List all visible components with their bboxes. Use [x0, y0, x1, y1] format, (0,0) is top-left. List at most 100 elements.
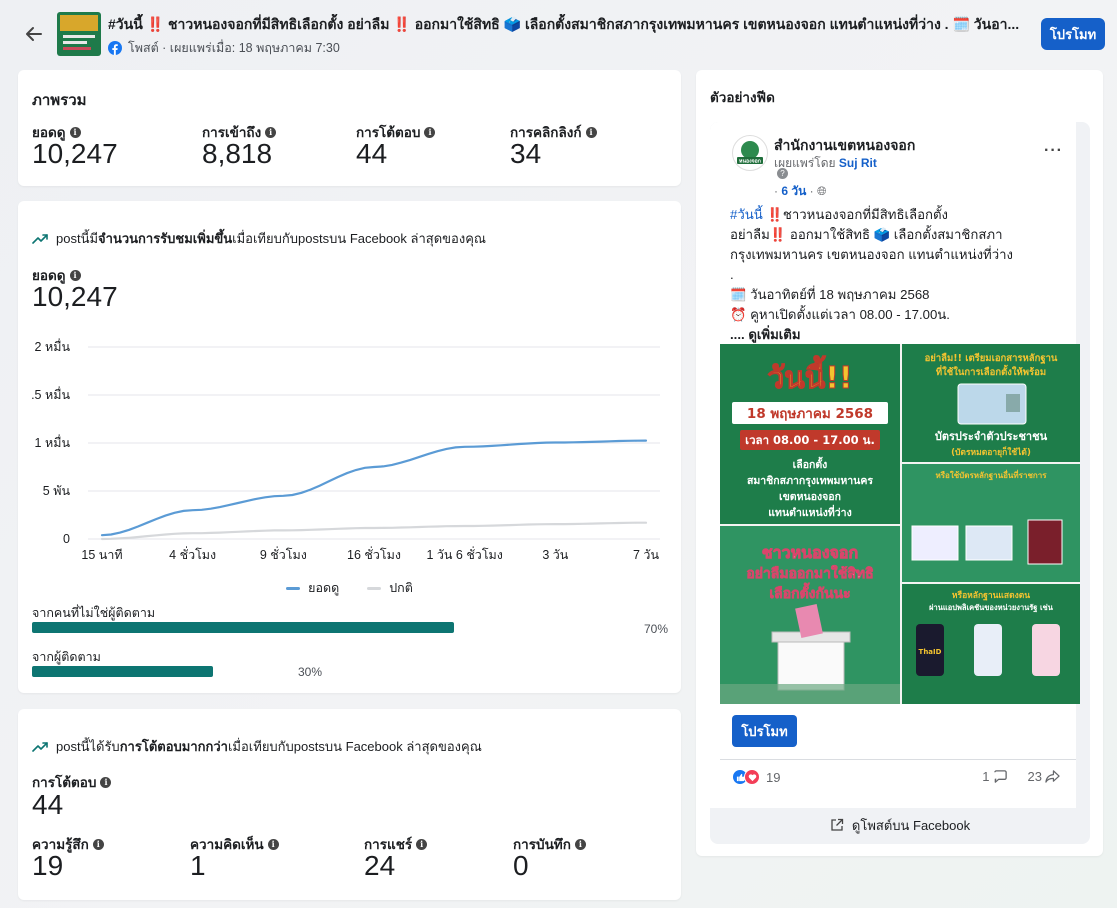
followers-bar: [32, 666, 213, 677]
x-tick-label: 3 วัน: [542, 548, 568, 562]
posted-by-prefix: เผยแพร่โดย: [774, 156, 836, 170]
page-name[interactable]: สำนักงานเขตหนองจอก: [774, 137, 916, 153]
poster-date: 18 พฤษภาคม 2568: [747, 406, 873, 422]
x-tick-label: 7 วัน: [633, 548, 659, 562]
followers-label: จากผู้ติดตาม: [32, 650, 101, 664]
poster-desc: สมาชิกสภากรุงเทพมหานคร: [747, 475, 873, 488]
overview-card: ภาพรวม ยอดดู i 10,247 การเข้าถึง i 8,818 ก…: [18, 70, 681, 186]
poster-apps: หรือหลักฐานแสดงตน: [952, 590, 1030, 601]
more-options-icon[interactable]: ···: [1044, 142, 1063, 159]
info-icon[interactable]: i: [265, 126, 277, 138]
ballot-box: [777, 639, 845, 691]
non-followers-percent: 70%: [644, 622, 669, 636]
info-icon[interactable]: i: [92, 838, 104, 850]
metric-label-text: การคลิกลิงก์: [510, 125, 582, 140]
info-icon[interactable]: i: [574, 838, 586, 850]
series-line-views: [100, 439, 648, 537]
hashtag-link[interactable]: #วันนี้: [730, 207, 763, 222]
metric-label-text: การแชร์: [364, 837, 413, 852]
poster-date-bg: [732, 402, 888, 424]
poster-time: เวลา 08.00 - 17.00 น.: [745, 433, 875, 447]
feed-preview-card: ตัวอย่างฟีด หนองจอก สำนักงานเขตหนองจอก เ…: [696, 70, 1103, 856]
shares-count[interactable]: 23: [1028, 769, 1060, 784]
info-icon[interactable]: i: [69, 126, 81, 138]
y-tick-label: 1.5 หมื่น: [32, 386, 70, 402]
metric-label-text: การบันทึก: [513, 837, 571, 852]
back-arrow-icon[interactable]: [22, 22, 46, 46]
metric-label-text: ยอดดู: [32, 125, 66, 140]
info-icon[interactable]: i: [69, 269, 81, 281]
info-icon[interactable]: i: [416, 838, 428, 850]
view-on-facebook-label: ดูโพสต์บน Facebook: [851, 817, 971, 833]
poster-apps: ผ่านแอปพลิเคชันของหน่วยงานรัฐ เช่น: [929, 603, 1054, 613]
posted-by-author[interactable]: Suj Rit: [838, 156, 877, 170]
question-icon[interactable]: ?: [777, 168, 788, 179]
promote-button[interactable]: โปรโมท: [1041, 18, 1105, 50]
view-on-facebook-button[interactable]: ดูโพสต์บน Facebook: [710, 808, 1090, 842]
info-icon[interactable]: i: [100, 776, 112, 788]
metric-label-text: ความรู้สึก: [32, 837, 89, 852]
district-logo-icon: หนองจอก: [734, 137, 766, 169]
post-time-text[interactable]: 6 วัน: [781, 184, 807, 198]
reactions-summary[interactable]: 19: [732, 769, 780, 785]
page-avatar[interactable]: หนองจอก: [732, 135, 768, 171]
ballot-paper: [795, 604, 823, 638]
post-meta-text: โพสต์ · เผยแพร่เมื่อ: 18 พฤษภาคม 7:30: [128, 41, 340, 55]
legend-swatch: [286, 586, 301, 590]
engagement-metric-value: 44: [32, 789, 64, 820]
engagement-insight: postนี้ได้รับการโต้ตอบมากกว่าเมื่อเทียบก…: [32, 736, 482, 757]
post-text-line: .: [730, 267, 734, 282]
poster-desc: เลือกตั้ง: [793, 456, 828, 471]
id-card-photo: [1006, 394, 1020, 412]
metric-label-link-clicks: การคลิกลิงก์ i: [510, 121, 597, 143]
divider: [720, 759, 1076, 760]
trending-up-icon: [32, 233, 48, 244]
feed-preview-title: ตัวอย่างฟีด: [710, 90, 775, 105]
poster-time-bg: [740, 430, 880, 450]
preview-promote-button[interactable]: โปรโมท: [732, 715, 797, 747]
trending-up-icon: [32, 741, 48, 752]
info-icon[interactable]: i: [585, 126, 597, 138]
insight-bold: การโต้ตอบมากกว่า: [119, 739, 228, 754]
globe-icon: 🌐︎: [816, 184, 827, 198]
poster-docs: หรือใช้บัตรหลักฐานอื่นที่ราชการ: [935, 469, 1047, 481]
metric-value-reach: 8,818: [202, 138, 273, 169]
legend-label: ปกติ: [389, 581, 413, 595]
share-icon: [1045, 770, 1060, 783]
post-title: #วันนี้ ‼️ ชาวหนองจอกที่มีสิทธิเลือกตั้ง…: [108, 16, 1020, 32]
passport-image: [1027, 519, 1063, 565]
x-tick-label: 4 ชั่วโมง: [169, 546, 216, 562]
external-link-icon: [831, 818, 844, 831]
post-text-line: #วันนี้ ‼️ชาวหนองจอกที่มีสิทธิเลือกตั้ง: [730, 205, 1070, 225]
post-image[interactable]: วันนี้!! 18 พฤษภาคม 2568 เวลา 08.00 - 17…: [720, 344, 1080, 704]
info-icon[interactable]: i: [424, 126, 436, 138]
y-tick-label: 0: [63, 532, 70, 546]
y-tick-label: 1 หมื่น: [35, 434, 71, 450]
legend-item-normal[interactable]: ปกติ: [367, 578, 413, 598]
post-text-line: ⏰ คูหาเปิดตั้งแต่เวลา 08.00 - 17.00น.: [730, 307, 950, 322]
post-thumbnail: [57, 12, 101, 56]
metric-value-shares: 24: [364, 850, 396, 881]
poster-skyline: [720, 684, 900, 704]
poster-desc: เขตหนองจอก: [779, 491, 841, 503]
metric-label-shares: การแชร์ i: [364, 833, 428, 855]
comments-count[interactable]: 1: [982, 769, 1007, 784]
poster-slogan: เลือกตั้งกันนะ: [769, 582, 850, 602]
metric-value-reactions: 19: [32, 850, 64, 881]
metric-value-link-clicks: 34: [510, 138, 542, 169]
see-more-link[interactable]: .... ดูเพิ่มเติม: [730, 327, 801, 342]
views-line-chart: 0 5 พัน 1 หมื่น 1.5 หมื่น 2 หมื่น 15 นาที 4 ชั…: [32, 338, 660, 562]
metric-label-text: ความคิดเห็น: [190, 837, 264, 852]
legend-item-views[interactable]: ยอดดู: [286, 578, 339, 598]
insight-pre: postนี้ได้รับ: [56, 739, 120, 754]
engagement-counts: 1 23: [982, 769, 1060, 784]
post-time: · 6 วัน · 🌐︎: [774, 184, 827, 198]
post-body: หนองจอก สำนักงานเขตหนองจอก เผยแพร่โดย Su…: [710, 122, 1080, 808]
info-icon[interactable]: i: [267, 838, 279, 850]
poster-idcard: (บัตรหมดอายุก็ใช้ได้): [951, 445, 1031, 458]
metric-label-text: การเข้าถึง: [202, 125, 262, 140]
post-text-line: อย่าลืม‼️ ออกมาใช้สิทธิ 🗳️ เลือกตั้งสมาช…: [730, 227, 1003, 242]
series-line-normal: [100, 521, 648, 541]
y-tick-label: 5 พัน: [43, 484, 71, 498]
followers-percent: 30%: [298, 665, 323, 679]
